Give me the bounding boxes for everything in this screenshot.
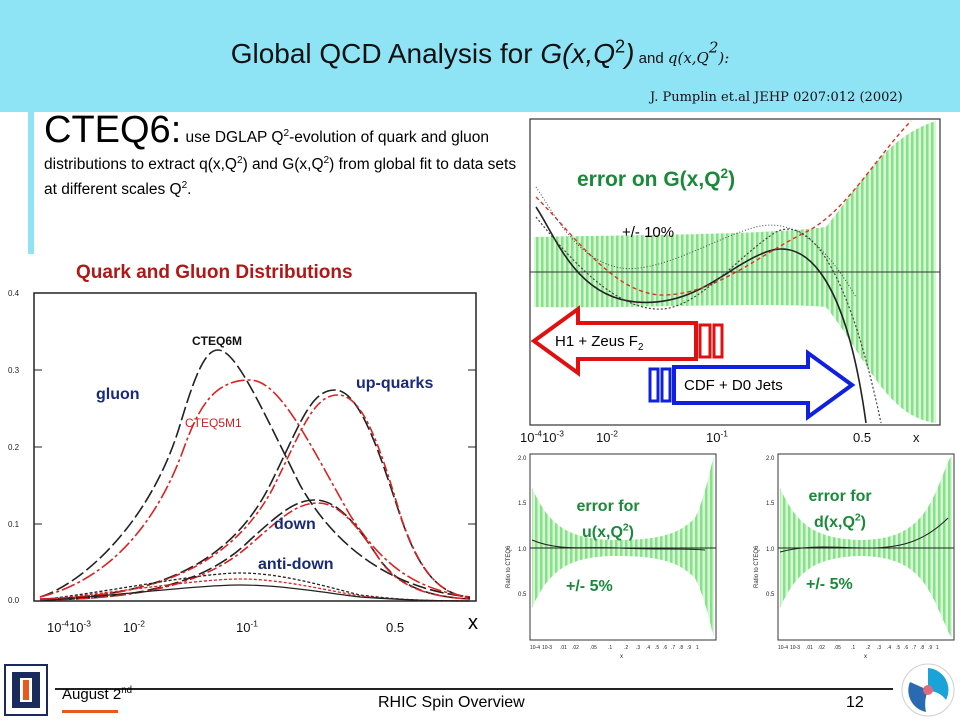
y-axis-label: Ratio to CTEQ6 xyxy=(506,545,512,588)
footer-center: RHIC Spin Overview xyxy=(378,694,525,711)
u-ratio-plot: 2.0 1.5 1.0 0.5 Ratio to CTEQ6 10-4 10-3… xyxy=(506,453,717,660)
cdf-d0-label: CDF + D0 Jets xyxy=(684,377,783,394)
y-tick: 0.3 xyxy=(8,366,20,375)
rhic-logo xyxy=(901,663,955,717)
gluon-error-plot xyxy=(529,118,941,426)
x-tick: .6 xyxy=(663,645,667,651)
x-tick: .8 xyxy=(920,645,924,651)
left-plot-title: Quark and Gluon Distributions xyxy=(76,262,353,283)
x-tick: .5 xyxy=(655,645,659,651)
x-tick: .3 xyxy=(877,645,881,651)
footer-page-number: 12 xyxy=(846,694,864,711)
right-x-tick: 10-2 xyxy=(596,428,618,445)
x-tick: .2 xyxy=(866,645,870,651)
x-tick: 1 xyxy=(696,645,699,651)
y-tick: 0.4 xyxy=(8,289,20,298)
right-x-axis-label: x xyxy=(913,430,920,445)
u-error-label: error for u(x,Q2) xyxy=(576,498,640,541)
quark-gluon-plot: 0.4 0.3 0.2 0.1 0.0 CTEQ6M CTEQ5M1 gluon… xyxy=(8,289,477,605)
cteq5m1-label: CTEQ5M1 xyxy=(185,416,242,430)
right-x-tick: 0.5 xyxy=(853,430,872,445)
x-axis-label: x xyxy=(620,654,623,660)
x-tick: .01 xyxy=(560,645,567,651)
intro-accent-bar xyxy=(28,112,34,254)
y-tick: 0.5 xyxy=(518,592,527,598)
x-tick: 10-3 xyxy=(542,645,552,651)
x-tick: .3 xyxy=(636,645,640,651)
intro-text: CTEQ6: use DGLAP Q2-evolution of quark a… xyxy=(44,109,517,198)
right-x-tick: 10-1 xyxy=(706,428,728,445)
anti-down-label: anti-down xyxy=(258,556,334,573)
x-tick: .5 xyxy=(896,645,900,651)
footer-date: August 2nd xyxy=(62,685,133,703)
footer-accent xyxy=(62,710,118,713)
slide-title: Global QCD Analysis for G(x,Q2) and q(x,… xyxy=(230,36,730,69)
gluon-band-label: +/- 10% xyxy=(622,224,675,241)
x-tick: .05 xyxy=(834,645,841,651)
gluon-error-title: error on G(x,Q2) xyxy=(577,166,736,191)
d-ratio-plot: 2.0 1.5 1.0 0.5 Ratio to CTEQ6 10-4 10-3… xyxy=(754,453,955,660)
y-tick: 1.5 xyxy=(518,501,527,507)
d-error-label: error for d(x,Q2) xyxy=(808,488,872,531)
y-tick: 0.0 xyxy=(8,596,20,605)
x-tick: .7 xyxy=(671,645,675,651)
down-label: down xyxy=(274,516,316,533)
left-x-axis-label: x xyxy=(468,612,478,634)
y-tick: 1.0 xyxy=(766,547,775,553)
x-tick: 1 xyxy=(936,645,939,651)
y-tick: 2.0 xyxy=(518,456,527,462)
x-tick: .1 xyxy=(851,645,855,651)
d-band-label: +/- 5% xyxy=(806,576,853,593)
h1-zeus-label: H1 + Zeus F2 xyxy=(555,333,644,353)
left-x-tick: 10-2 xyxy=(123,618,145,635)
footer-rule xyxy=(55,688,893,690)
x-tick: .9 xyxy=(928,645,932,651)
x-tick: .01 xyxy=(806,645,813,651)
y-tick: 0.2 xyxy=(8,443,20,452)
left-x-tick: 0.5 xyxy=(386,620,405,635)
y-tick: 0.5 xyxy=(766,592,775,598)
x-axis-label: x xyxy=(864,654,867,660)
right-x-ticks: 10-410-3 xyxy=(520,428,564,445)
title-bar xyxy=(0,0,960,112)
x-tick: .7 xyxy=(912,645,916,651)
y-tick: 1.5 xyxy=(766,501,775,507)
x-tick: .6 xyxy=(904,645,908,651)
y-axis-label: Ratio to CTEQ6 xyxy=(754,545,760,588)
y-tick: 0.1 xyxy=(8,520,20,529)
citation: J. Pumplin et.al JEHP 0207:012 (2002) xyxy=(650,90,903,105)
x-tick: .05 xyxy=(590,645,597,651)
u-band-label: +/- 5% xyxy=(566,578,613,595)
y-tick: 2.0 xyxy=(766,456,775,462)
up-quarks-label: up-quarks xyxy=(356,375,433,392)
y-tick: 1.0 xyxy=(518,547,527,553)
left-x-tick: 10-1 xyxy=(236,618,258,635)
x-tick: .02 xyxy=(818,645,825,651)
x-tick: .1 xyxy=(608,645,612,651)
university-logo xyxy=(4,664,48,716)
x-tick: 10-4 xyxy=(778,645,788,651)
x-tick: 10-4 xyxy=(530,645,540,651)
x-tick: .4 xyxy=(646,645,650,651)
x-tick: .8 xyxy=(679,645,683,651)
gluon-label: gluon xyxy=(96,386,140,403)
x-tick: .2 xyxy=(624,645,628,651)
left-x-ticks: 10-410-3 xyxy=(47,618,91,635)
x-tick: .4 xyxy=(887,645,891,651)
cteq6m-label: CTEQ6M xyxy=(192,334,242,348)
x-tick: .9 xyxy=(687,645,691,651)
x-tick: 10-3 xyxy=(790,645,800,651)
x-tick: .02 xyxy=(572,645,579,651)
